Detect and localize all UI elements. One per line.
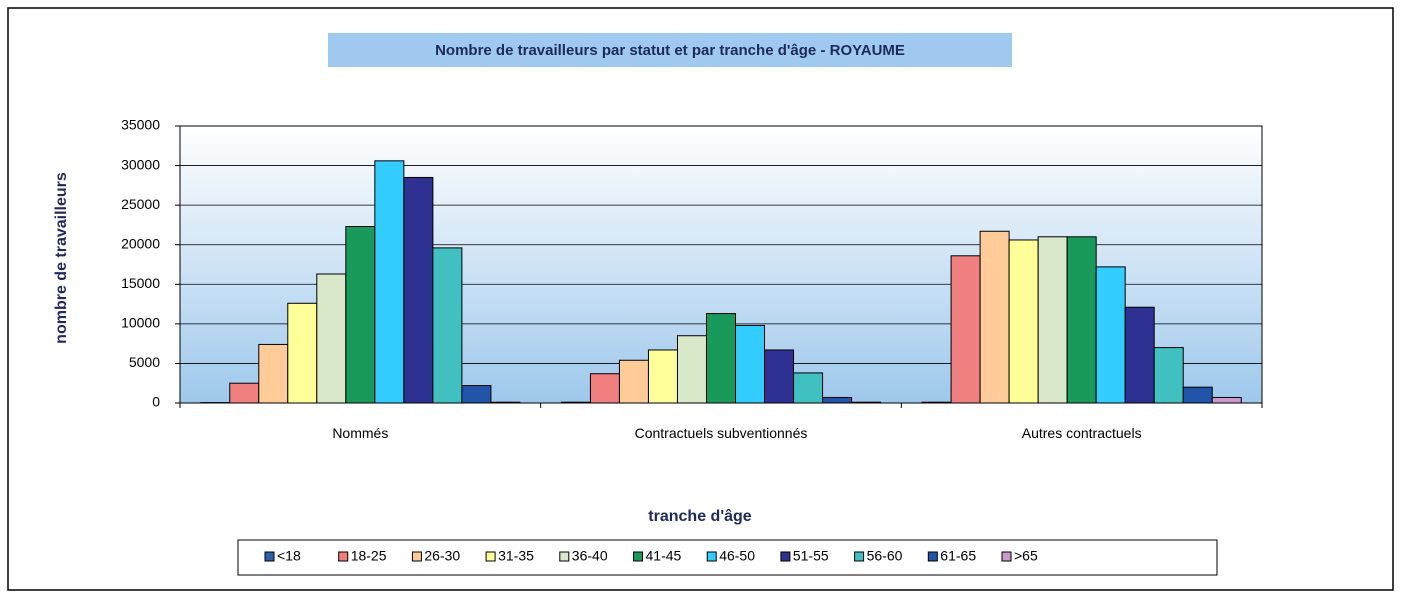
bar xyxy=(374,160,405,404)
legend-label: >65 xyxy=(1014,548,1038,564)
bar xyxy=(589,373,620,404)
legend-label: 51-55 xyxy=(793,548,829,564)
bar xyxy=(1153,347,1184,404)
legend-box xyxy=(237,539,1218,576)
y-tick-label: 20000 xyxy=(121,235,160,251)
y-tick-label: 5000 xyxy=(129,354,160,370)
bar xyxy=(1066,236,1097,404)
y-tick-label: 25000 xyxy=(121,196,160,212)
x-axis-label: tranche d'âge xyxy=(648,508,751,525)
bar xyxy=(979,230,1010,404)
title-box xyxy=(328,33,1012,67)
bar xyxy=(676,335,707,404)
bar xyxy=(1182,386,1213,404)
bar xyxy=(316,273,347,404)
x-tick-label: Contractuels subventionnés xyxy=(634,425,808,441)
y-tick-label: 35000 xyxy=(121,117,160,133)
y-tick-label: 15000 xyxy=(121,275,160,291)
bar xyxy=(735,324,766,404)
legend-swatch xyxy=(854,551,865,562)
legend-swatch xyxy=(559,551,570,562)
legend-swatch xyxy=(633,551,643,562)
bar xyxy=(287,302,318,404)
bar xyxy=(793,372,824,404)
chart-title: Nombre de travailleurs par statut et par… xyxy=(435,42,905,59)
legend-label: 31-35 xyxy=(498,548,534,564)
bar xyxy=(851,401,882,404)
legend-swatch xyxy=(485,551,496,562)
legend-swatch xyxy=(780,551,791,562)
bar xyxy=(403,176,434,404)
legend-swatch xyxy=(1001,551,1012,562)
bar xyxy=(345,226,376,404)
bar xyxy=(647,349,678,404)
x-tick-label: Autres contractuels xyxy=(1021,425,1142,441)
y-tick-label: 0 xyxy=(152,394,160,410)
bar xyxy=(560,401,591,404)
x-tick-label: Nommés xyxy=(332,425,389,441)
bar xyxy=(490,401,521,404)
y-tick-label: 30000 xyxy=(121,156,160,172)
legend-swatch xyxy=(927,551,938,562)
y-tick-label: 10000 xyxy=(121,315,160,331)
bar xyxy=(618,359,649,404)
legend-label: 46-50 xyxy=(719,548,755,564)
legend-swatch xyxy=(411,551,422,562)
bar xyxy=(1211,396,1242,404)
legend-label: <18 xyxy=(277,548,301,564)
bar xyxy=(1037,236,1068,404)
legend-label: 41-45 xyxy=(646,548,682,564)
bar xyxy=(461,385,492,404)
legend-label: 61-65 xyxy=(940,548,976,564)
legend-swatch xyxy=(706,551,717,562)
bar xyxy=(705,313,737,404)
legend-swatch xyxy=(264,551,275,562)
bar xyxy=(764,349,795,404)
bar xyxy=(229,382,260,404)
legend-label: 26-30 xyxy=(424,548,460,564)
legend-label: 18-25 xyxy=(351,548,387,564)
legend-label: 56-60 xyxy=(867,548,903,564)
bar xyxy=(1008,239,1039,404)
bar xyxy=(822,396,853,404)
bar xyxy=(1124,306,1155,404)
y-axis-label: nombre de travailleurs xyxy=(53,172,70,344)
legend-label: 36-40 xyxy=(572,548,608,564)
bar xyxy=(950,255,981,404)
legend-swatch xyxy=(338,551,349,562)
bar xyxy=(432,247,463,404)
bar xyxy=(1095,266,1126,404)
bar xyxy=(258,343,289,404)
bar xyxy=(921,401,952,404)
